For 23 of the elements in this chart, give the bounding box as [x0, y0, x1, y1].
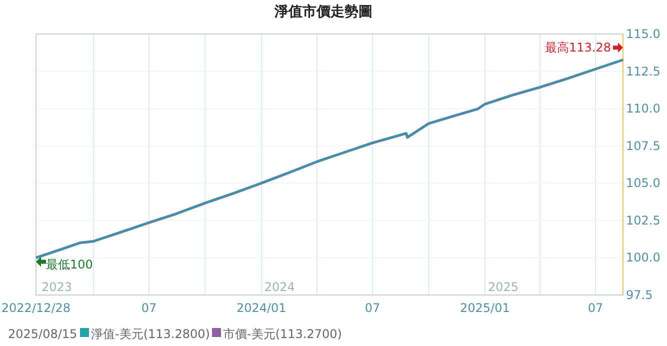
y-tick-label: 107.5	[626, 138, 660, 153]
annotation: 2025	[488, 280, 518, 294]
y-tick-label: 97.5	[626, 288, 653, 302]
annotation: 2024	[264, 280, 295, 294]
legend-label: 淨值-美元(113.2800)	[91, 327, 210, 341]
y-tick-label: 102.5	[626, 213, 660, 228]
annotation: 最高113.28	[545, 40, 611, 55]
x-tick-label: 2025/01	[460, 301, 510, 315]
annotation: 最低100	[46, 258, 93, 272]
x-tick-label: 2022/12/28	[1, 301, 71, 315]
x-tick-label: 2024/01	[236, 301, 286, 315]
x-tick-label: 07	[588, 301, 604, 315]
legend-label: 市價-美元(113.2700)	[223, 327, 342, 341]
y-tick-label: 110.0	[626, 102, 660, 116]
annotation: 2023	[41, 280, 72, 294]
chart-title: 淨值市價走勢圖	[274, 3, 372, 20]
x-tick-label: 07	[141, 301, 157, 315]
y-tick-label: 115.0	[626, 27, 660, 41]
x-tick-label: 07	[364, 301, 380, 315]
y-tick-label: 100.0	[626, 250, 660, 265]
legend-title: 2025/08/15	[8, 327, 78, 341]
y-tick-label: 112.5	[626, 64, 660, 78]
y-tick-label: 105.0	[626, 176, 660, 190]
